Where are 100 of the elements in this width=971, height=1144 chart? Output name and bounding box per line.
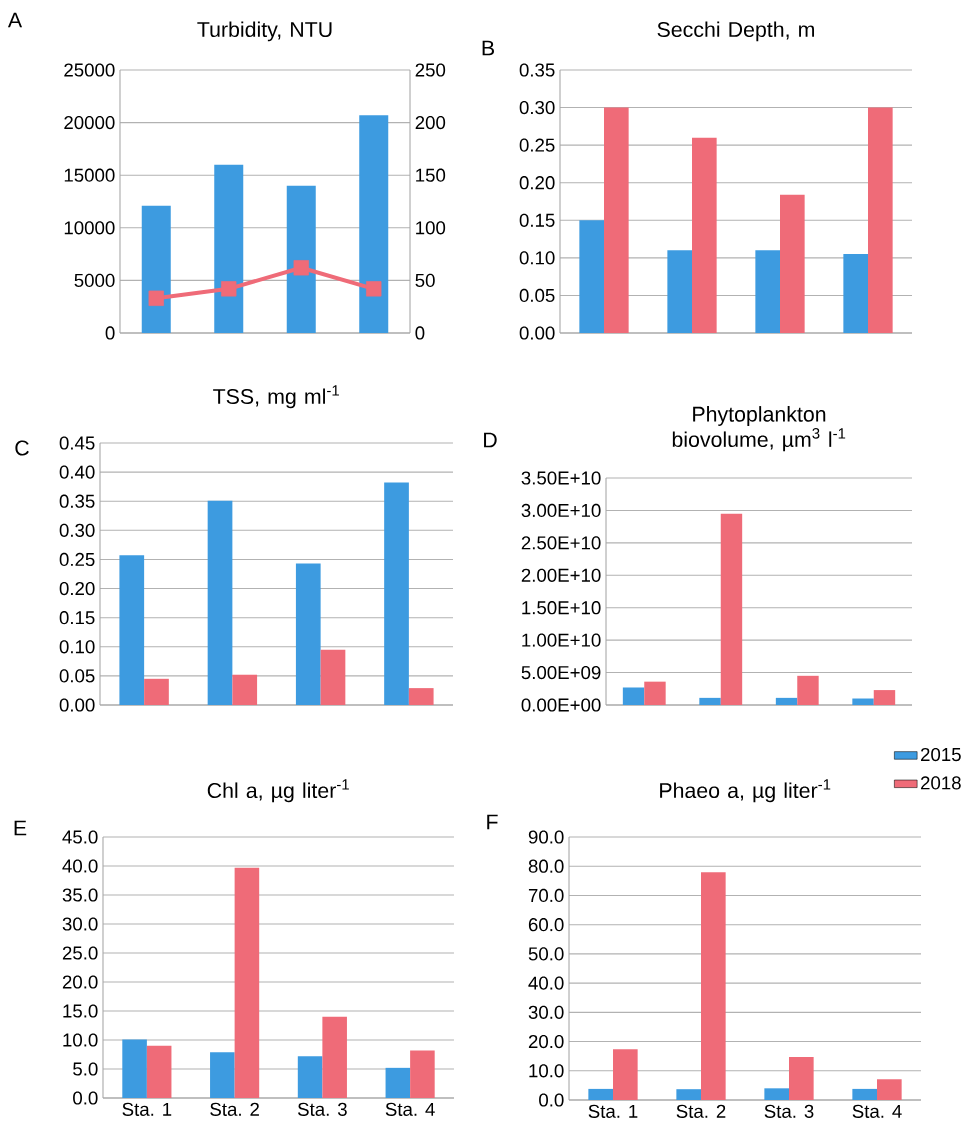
bar: [692, 137, 717, 333]
y-tick-label: 20.0: [62, 975, 98, 989]
bar: [699, 697, 721, 705]
y-tick-label: 5.00E+09: [521, 665, 601, 680]
legend-label: 2015: [921, 747, 961, 762]
y-tick-label: 3.50E+10: [521, 471, 601, 485]
bar: [852, 1088, 877, 1101]
y-tick-label: 0.30: [59, 523, 95, 537]
bar: [873, 690, 896, 705]
y-tick-label: 20.0: [528, 1034, 564, 1049]
legend-label: 2018: [921, 776, 961, 790]
y-tick-label: 0.20: [59, 581, 95, 596]
bar: [122, 1039, 147, 1099]
point: [366, 281, 382, 297]
bar: [144, 678, 169, 705]
y-tick-label: 10000: [64, 221, 115, 235]
y-tick-label: 0.0: [73, 1091, 98, 1105]
y-tick-label: 0.15: [59, 611, 95, 625]
y-tick-label: 0.25: [59, 552, 95, 567]
x-tick-label: Sta. 3: [297, 1102, 347, 1116]
y-tick-label: 10.0: [63, 1033, 98, 1047]
x-tick-label: Sta. 2: [676, 1104, 726, 1118]
bar: [286, 185, 316, 333]
y-tick-label: 50.0: [528, 947, 564, 961]
y2-tick-label: 250: [415, 63, 446, 77]
y-tick-label: 25.0: [62, 946, 98, 960]
y-tick-label: 15.0: [63, 1004, 98, 1018]
chart-title: Secchi Depth, m: [657, 21, 814, 42]
bar: [720, 513, 743, 705]
text: D: [484, 432, 497, 448]
y-tick-label: 35.0: [62, 888, 98, 902]
y-tick-label: 0.35: [519, 63, 555, 77]
bar: [877, 1079, 902, 1101]
y-tick-label: 0.05: [519, 288, 555, 303]
x-tick-label: Sta. 1: [588, 1104, 638, 1118]
bar: [588, 1088, 614, 1101]
y-tick-label: 1.50E+10: [522, 601, 601, 615]
bar: [385, 1067, 411, 1099]
bar: [622, 687, 645, 705]
bar: [789, 1057, 814, 1101]
bar: [667, 250, 693, 333]
bar: [146, 1045, 172, 1099]
y-tick-label: 0.0: [539, 1093, 564, 1107]
bar: [408, 688, 434, 705]
y-tick-label: 5000: [74, 273, 115, 288]
bar: [295, 563, 321, 705]
text: B: [482, 40, 494, 56]
y-tick-label: 3.00E+10: [521, 503, 601, 518]
y-tick-label: 0.45: [59, 436, 95, 450]
y2-tick-label: 100: [416, 221, 446, 235]
y-tick-label: 90.0: [528, 830, 564, 844]
y2-tick-label: 150: [416, 168, 446, 182]
y-tick-label: 5.0: [73, 1062, 98, 1076]
bar: [210, 1052, 235, 1099]
bar: [797, 675, 819, 705]
y-tick-label: 2.00E+10: [521, 568, 601, 582]
x-tick-label: Sta. 4: [852, 1104, 902, 1118]
bar: [384, 482, 409, 705]
y-tick-label: 0.00: [59, 698, 95, 712]
bar: [141, 205, 171, 333]
bar: [852, 698, 874, 705]
y2-tick-label: 0: [415, 326, 425, 340]
point: [293, 260, 309, 276]
bar: [359, 115, 389, 333]
y-tick-label: 30.0: [528, 1005, 564, 1019]
y-tick-label: 20000: [64, 115, 115, 130]
y-tick-label: 0: [105, 326, 115, 340]
bar: [320, 649, 346, 705]
y-tick-label: 15000: [64, 168, 115, 182]
y-tick-label: 1.00E+10: [522, 633, 601, 647]
bar: [843, 254, 868, 333]
bar: [604, 107, 629, 333]
chart-title: Phaeo a, µg liter$^{-1}$: [660, 779, 831, 803]
y-tick-label: 10.0: [529, 1064, 564, 1078]
y-tick-label: 0.00: [519, 326, 555, 340]
point: [221, 281, 237, 297]
x-tick-label: Sta. 3: [764, 1104, 814, 1118]
y-tick-label: 25000: [64, 63, 115, 77]
bar: [410, 1050, 435, 1099]
bar: [764, 1088, 789, 1101]
text: F: [487, 814, 498, 830]
y-tick-label: 0.00E+00: [521, 698, 601, 712]
bar: [234, 867, 260, 1099]
x-tick-label: Sta. 4: [385, 1102, 435, 1116]
bar: [780, 194, 805, 333]
bar: [207, 500, 233, 705]
point: [148, 290, 164, 306]
y-tick-label: 0.30: [519, 100, 555, 115]
text: A: [7, 12, 23, 28]
bar: [868, 107, 893, 333]
bar: [579, 220, 605, 333]
y-tick-label: 0.15: [519, 213, 555, 227]
y-tick-label: 0.20: [519, 176, 555, 190]
bar: [755, 250, 781, 333]
bar: [701, 872, 726, 1101]
y-tick-label: 30.0: [62, 917, 98, 931]
y-tick-label: 0.25: [519, 138, 555, 152]
y-tick-label: 80.0: [528, 859, 564, 873]
y-tick-label: 60.0: [528, 918, 564, 932]
bar: [297, 1056, 323, 1099]
